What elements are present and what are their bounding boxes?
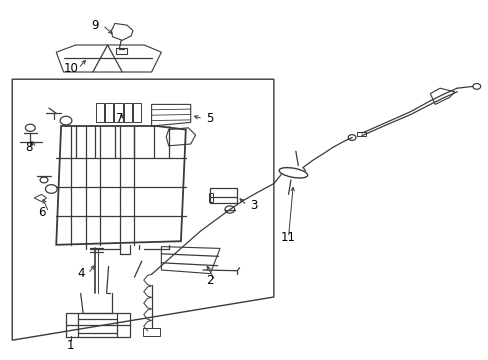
Text: 5: 5 — [206, 112, 214, 125]
Text: 7: 7 — [116, 112, 123, 125]
Bar — [123, 103, 132, 122]
Text: 11: 11 — [281, 231, 295, 244]
Text: 6: 6 — [38, 206, 45, 219]
Bar — [209, 193, 213, 202]
Bar — [356, 132, 365, 136]
Text: 1: 1 — [67, 339, 75, 352]
Bar — [105, 103, 113, 122]
Text: 10: 10 — [63, 62, 78, 75]
Bar — [133, 103, 141, 122]
Text: 4: 4 — [77, 267, 84, 280]
Bar — [142, 328, 160, 336]
Text: 8: 8 — [25, 141, 33, 154]
Text: 2: 2 — [206, 274, 214, 287]
Text: 9: 9 — [91, 19, 99, 32]
Bar — [210, 188, 237, 203]
Text: 3: 3 — [250, 199, 258, 212]
Bar — [116, 48, 126, 54]
Bar — [96, 103, 104, 122]
Bar — [114, 103, 122, 122]
